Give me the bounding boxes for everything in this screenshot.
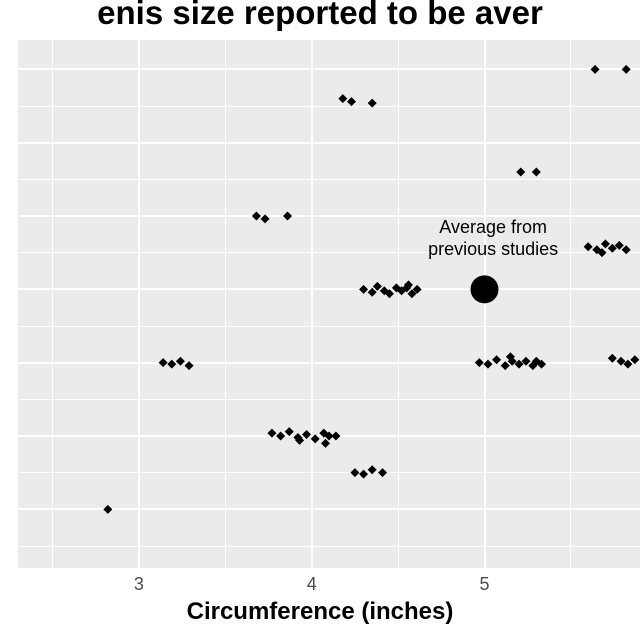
data-point (331, 432, 340, 441)
data-point (622, 245, 631, 254)
data-point (368, 288, 377, 297)
data-point (167, 360, 176, 369)
data-point (630, 355, 639, 364)
data-point (475, 358, 484, 367)
data-point (501, 361, 510, 370)
data-point (283, 212, 292, 221)
data-point (261, 214, 270, 223)
data-point (338, 94, 347, 103)
data-point (347, 97, 356, 106)
x-tick-label: 3 (134, 574, 144, 595)
data-point (492, 355, 501, 364)
data-point (359, 285, 368, 294)
data-point (516, 168, 525, 177)
data-point (185, 361, 194, 370)
x-tick-label: 5 (479, 574, 489, 595)
data-point (302, 430, 311, 439)
data-point (103, 505, 112, 514)
data-point (601, 239, 610, 248)
data-point (176, 357, 185, 366)
data-point (276, 432, 285, 441)
data-point (608, 354, 617, 363)
x-tick-label: 4 (307, 574, 317, 595)
data-point (159, 358, 168, 367)
scatter-chart: enis size reported to be aver Average fr… (0, 0, 640, 640)
data-point (359, 470, 368, 479)
data-point (368, 99, 377, 108)
data-point (368, 465, 377, 474)
data-point (378, 468, 387, 477)
plot-panel: Average fromprevious studies (18, 40, 640, 568)
annotation-text: Average fromprevious studies (428, 216, 558, 261)
data-point (350, 468, 359, 477)
x-axis-label: Circumference (inches) (0, 598, 640, 626)
data-point (483, 360, 492, 369)
data-point (532, 168, 541, 177)
reference-point (471, 275, 499, 303)
data-point (584, 242, 593, 251)
annotation-line: Average from (428, 216, 558, 239)
data-point (591, 65, 600, 74)
data-point (373, 282, 382, 291)
data-point (285, 427, 294, 436)
data-point (267, 429, 276, 438)
data-point (311, 434, 320, 443)
points-layer (18, 40, 640, 568)
data-point (252, 212, 261, 221)
chart-title: enis size reported to be aver (0, 0, 640, 32)
data-point (622, 65, 631, 74)
annotation-line: previous studies (428, 238, 558, 261)
